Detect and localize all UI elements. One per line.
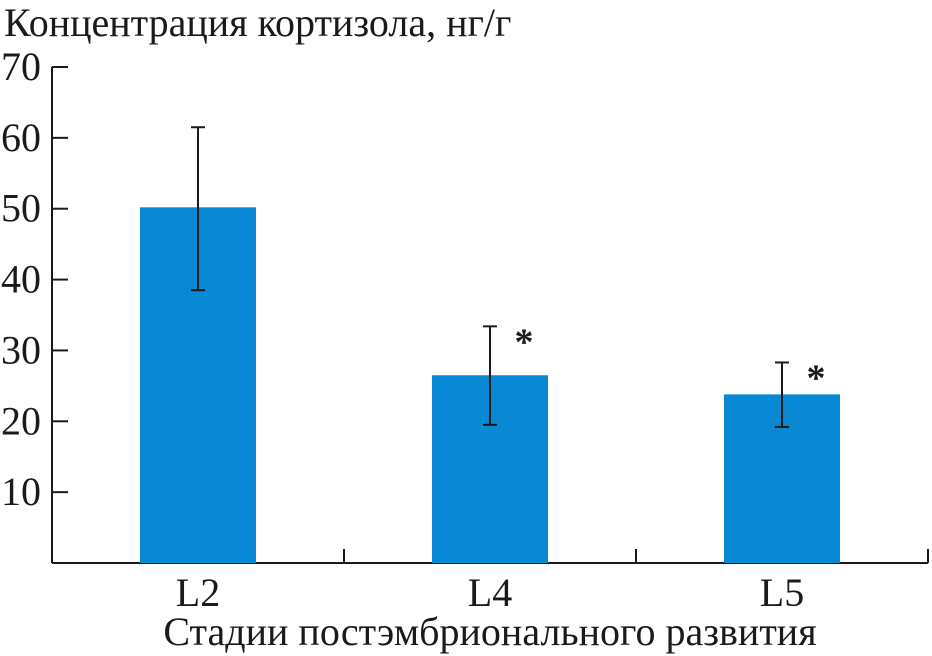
y-tick-label: 30: [1, 327, 41, 372]
y-tick-label: 50: [1, 186, 41, 231]
x-axis-title: Стадии постэмбрионального развития: [163, 609, 816, 654]
significance-marker: *: [807, 357, 826, 399]
y-tick-label: 60: [1, 115, 41, 160]
x-tick-label: L2: [176, 570, 220, 615]
y-tick-label: 70: [1, 44, 41, 89]
plot-area: 10 20 30 40 50 60 70 L2 L4 * L5 *: [1, 44, 929, 615]
x-tick-label: L4: [468, 570, 512, 615]
y-tick-label: 20: [1, 398, 41, 443]
y-tick-label: 40: [1, 257, 41, 302]
x-tick-label: L5: [760, 570, 804, 615]
y-tick-label: 10: [1, 469, 41, 514]
significance-marker: *: [515, 321, 534, 363]
y-axis-title: Концентрация кортизола, нг/г: [4, 0, 511, 45]
